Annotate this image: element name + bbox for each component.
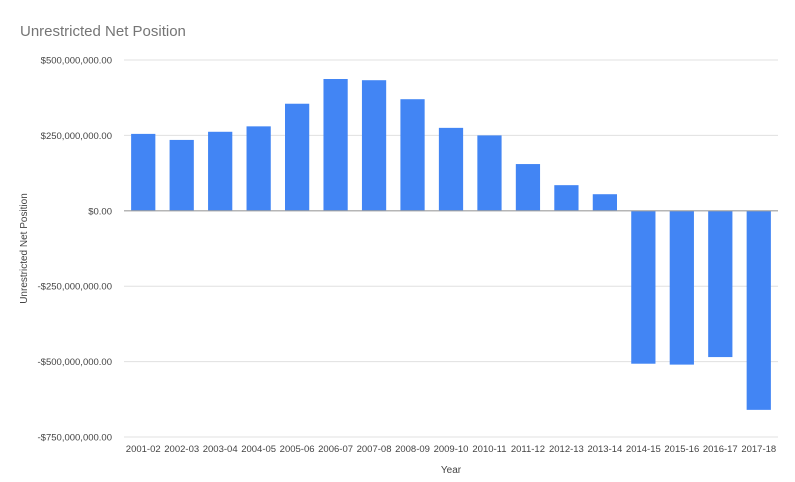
x-tick-label: 2017-18	[741, 444, 776, 455]
x-tick-label: 2004-05	[241, 444, 276, 455]
bar	[169, 139, 194, 211]
bar	[515, 164, 541, 211]
bar	[284, 103, 310, 211]
bar	[400, 99, 425, 211]
bar	[554, 185, 579, 211]
y-tick-label: -$750,000,000.00	[38, 433, 112, 444]
bar	[361, 80, 387, 211]
y-axis-ticks: $500,000,000.00 $250,000,000.00 $0.00 -$250…	[38, 56, 112, 444]
x-tick-label: 2016-17	[703, 444, 738, 455]
x-tick-label: 2015-16	[664, 444, 699, 455]
gridlines	[124, 59, 778, 438]
x-axis-ticks: 2001-02 2002-03 2003-04 2004-05 2005-06 2006-…	[126, 444, 776, 455]
y-tick-label: $500,000,000.00	[41, 56, 112, 67]
bar	[631, 210, 656, 364]
x-tick-label: 2012-13	[549, 444, 584, 455]
bar	[592, 194, 618, 211]
chart-title: Unrestricted Net Position	[20, 23, 186, 40]
bar	[208, 131, 233, 211]
bar	[246, 126, 271, 211]
x-axis-title: Year	[441, 465, 462, 476]
y-axis-title: Unrestricted Net Position	[19, 193, 30, 304]
x-tick-label: 2008-09	[395, 444, 430, 455]
bar	[669, 210, 694, 365]
y-tick-label: $0.00	[88, 206, 112, 217]
bar	[323, 79, 348, 211]
x-tick-label: 2013-14	[587, 444, 622, 455]
x-tick-label: 2005-06	[280, 444, 315, 455]
x-tick-label: 2003-04	[203, 444, 238, 455]
y-tick-label: $250,000,000.00	[41, 131, 112, 142]
x-tick-label: 2002-03	[164, 444, 199, 455]
x-tick-label: 2009-10	[434, 444, 469, 455]
x-tick-label: 2011-12	[511, 444, 545, 455]
bar	[438, 127, 464, 211]
x-tick-label: 2010-11	[472, 444, 506, 455]
x-tick-label: 2006-07	[318, 444, 353, 455]
bars	[131, 79, 771, 410]
bar	[477, 135, 502, 211]
y-tick-label: -$250,000,000.00	[38, 282, 112, 293]
x-tick-label: 2014-15	[626, 444, 661, 455]
x-tick-label: 2007-08	[357, 444, 392, 455]
y-tick-label: -$500,000,000.00	[38, 357, 112, 368]
x-tick-label: 2001-02	[126, 444, 161, 455]
bar	[131, 133, 156, 211]
bar	[746, 210, 771, 410]
bar	[708, 210, 733, 358]
